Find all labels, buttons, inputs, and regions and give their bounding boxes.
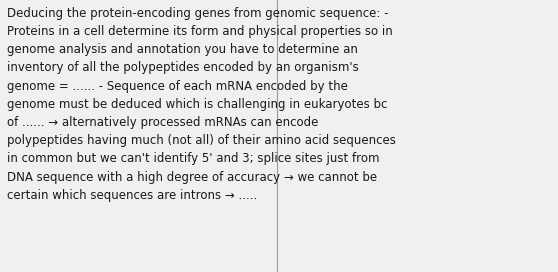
Text: Deducing the protein-encoding genes from genomic sequence: -
Proteins in a cell : Deducing the protein-encoding genes from… (7, 7, 396, 202)
